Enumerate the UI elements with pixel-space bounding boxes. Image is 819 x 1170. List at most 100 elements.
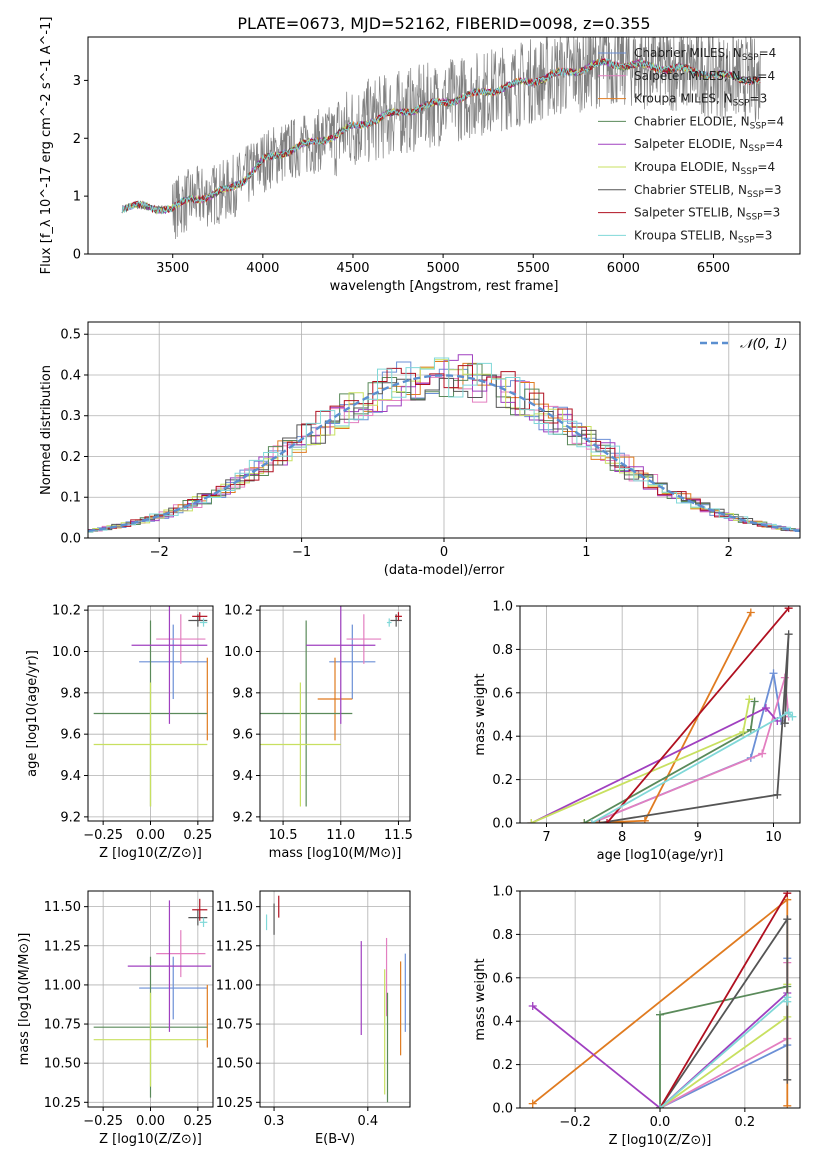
y-tick-label: 0.6	[492, 686, 513, 701]
weight-point-marker	[746, 725, 755, 734]
errorbar-point	[317, 657, 353, 741]
histogram-kroupa-stelib	[88, 357, 800, 533]
axes-frame	[87, 321, 801, 539]
y-tick-label: 10.25	[216, 1096, 253, 1111]
y-tick-label: 1	[73, 190, 81, 205]
y-tick-label: 3	[73, 74, 81, 89]
x-tick-label: 6500	[697, 261, 730, 276]
weight-line-kroupa-elodie	[659, 984, 789, 1108]
legend-subscript: SSP	[748, 144, 765, 154]
x-axis-label: Z [log10(Z/Z⊙)]	[609, 1133, 712, 1148]
y-tick-label: 9.2	[232, 810, 253, 825]
x-tick-label: 5000	[427, 261, 460, 276]
x-tick-label: 0.00	[136, 828, 165, 843]
plot-area-mass-vs-ebv	[260, 891, 410, 1107]
weight-point-marker	[528, 1002, 537, 1011]
x-tick-label: −0.2	[559, 1115, 591, 1130]
legend-label: Chabrier STELIB, NSSP=3	[634, 183, 782, 200]
legend-subscript: SSP	[738, 235, 755, 245]
y-tick-label: 0.8	[492, 928, 513, 943]
errorbar-point	[188, 909, 208, 926]
y-tick-label: 0.8	[492, 643, 513, 658]
x-tick-label: 0.0	[650, 1115, 671, 1130]
weight-line-salpeter-elodie	[532, 992, 788, 1108]
y-tick-label: 0.6	[492, 971, 513, 986]
panel-weight-vs-Z: −0.2 0.0 0.2 0.0 0.2 0.4 0.6 0.8 1.0 Z [log10(Z/Z…	[473, 885, 801, 1148]
errorbar-point	[139, 624, 208, 700]
y-tick-label: 11.50	[216, 900, 253, 915]
y-tick-label: 10.75	[216, 1018, 253, 1033]
x-tick-label: 4500	[336, 261, 369, 276]
y-tick-label: 11.50	[44, 900, 81, 915]
panel-spectrum: 3500 4000 4500 5000 5500 6000 6500 0 1 2 3 waveleng…	[39, 17, 801, 294]
y-tick-label: 0.0	[492, 817, 513, 832]
x-axis-label: age [log10(age/yr)]	[597, 848, 724, 863]
x-tick-label: −2	[150, 545, 169, 560]
errorbar-point	[199, 618, 208, 627]
panel-age-vs-Z: −0.25 0.00 0.25 9.2 9.4 9.6 9.8 10.0 10.2 Z [log1…	[25, 604, 214, 861]
weight-point-marker	[746, 608, 755, 617]
y-tick-label: 0.4	[492, 1015, 513, 1030]
legend-label: Salpeter STELIB, NSSP=3	[634, 206, 780, 223]
weight-point-marker	[656, 1104, 664, 1108]
weight-point-marker	[783, 891, 792, 898]
y-tick-label: 1.0	[492, 885, 513, 900]
errorbar-point	[346, 614, 382, 664]
weight-point-marker	[783, 1075, 792, 1084]
weight-point-marker	[580, 819, 589, 823]
weight-line-salpeter-miles	[659, 962, 789, 1108]
legend-subscript: SSP	[746, 213, 763, 223]
weight-point-marker	[761, 703, 770, 712]
y-axis-label: mass weight	[473, 958, 488, 1040]
weight-point-marker	[603, 819, 612, 823]
errorbar-point	[93, 682, 208, 807]
y-tick-label: 0	[73, 248, 81, 263]
errorbar-point	[192, 612, 208, 621]
panel-age-vs-mass: 10.5 11.0 11.5 9.2 9.4 9.6 9.8 10.0 10.2 mass [lo…	[224, 604, 413, 861]
weight-line-chabrier-elodie	[583, 701, 756, 823]
legend-label: Kroupa STELIB, NSSP=3	[634, 228, 772, 245]
errorbar-point	[260, 620, 353, 807]
weight-point-marker	[769, 669, 778, 678]
legend-subscript: SSP	[742, 53, 759, 63]
weight-point-marker	[788, 712, 797, 721]
y-tick-label: 9.4	[60, 769, 81, 784]
y-tick-label: 10.75	[44, 1018, 81, 1033]
weight-point-marker	[780, 719, 789, 728]
y-axis-label: age [log10(age/yr)]	[25, 650, 40, 777]
y-tick-label: 10.0	[52, 645, 81, 660]
y-tick-label: 10.0	[224, 645, 253, 660]
panel-weight-vs-age: 7 8 9 10 0.0 0.2 0.4 0.6 0.8 1.0 age [log10(age/yr…	[473, 600, 801, 863]
histogram-salpeter-elodie	[88, 354, 800, 534]
legend-count: =3	[763, 206, 781, 220]
x-tick-label: 0.2	[735, 1115, 756, 1130]
legend-count: =4	[759, 46, 777, 60]
y-tick-label: 0.4	[60, 368, 81, 383]
weight-point-marker	[595, 819, 604, 823]
x-tick-label: 1	[582, 545, 590, 560]
errorbar-point	[306, 606, 376, 724]
errorbar-point	[395, 612, 402, 621]
panel-mass-vs-Z: −0.25 0.00 0.25 10.25 10.50 10.75 11.00 11.25 11…	[17, 890, 214, 1147]
figure-title: PLATE=0673, MJD=52162, FIBERID=0098, z=0…	[237, 14, 650, 33]
x-tick-label: 2	[725, 545, 733, 560]
errorbar-point	[131, 606, 208, 724]
y-tick-label: 0.0	[492, 1102, 513, 1117]
legend-subscript: SSP	[741, 167, 758, 177]
axes-frame	[259, 605, 411, 822]
weight-line-salpeter-stelib	[606, 607, 790, 823]
plot-area-age-vs-Z	[88, 606, 213, 821]
x-tick-label: −0.25	[83, 1114, 123, 1129]
errorbar-point	[93, 992, 208, 1087]
gaussian-reference-line	[88, 374, 800, 533]
y-tick-label: 0.1	[60, 491, 81, 506]
x-tick-label: 0.3	[264, 1114, 285, 1129]
axes-frame	[519, 890, 801, 1109]
x-tick-label: 0	[440, 545, 448, 560]
y-axis-label: mass [log10(M/M⊙)]	[17, 933, 32, 1066]
weight-point-marker	[784, 606, 793, 613]
y-tick-label: 2	[73, 132, 81, 147]
weight-point-marker	[528, 1099, 537, 1108]
errorbar-point	[192, 898, 208, 921]
weight-line-chabrier-miles	[591, 673, 782, 823]
